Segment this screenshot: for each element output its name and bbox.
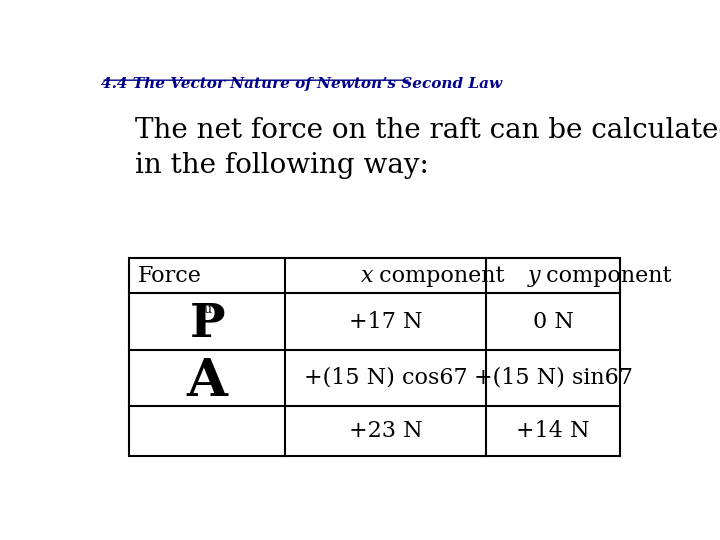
Text: x: x [361,265,373,287]
Text: The net force on the raft can be calculated
in the following way:: The net force on the raft can be calcula… [135,117,720,179]
Text: 0 N: 0 N [533,310,574,333]
Text: +23 N: +23 N [349,420,423,442]
Text: y: y [528,265,541,287]
Text: +(15 N) sin67: +(15 N) sin67 [474,367,633,389]
Text: +17 N: +17 N [349,310,423,333]
Text: Force: Force [138,265,202,287]
Text: component: component [539,265,672,287]
Text: A: A [186,355,228,407]
Bar [129,258,620,456]
Text: +14 N: +14 N [516,420,590,442]
Text: +(15 N) cos67: +(15 N) cos67 [304,367,467,389]
Text: component: component [372,265,504,287]
Text: 4.4 The Vector Nature of Newton’s Second Law: 4.4 The Vector Nature of Newton’s Second… [101,77,503,91]
Text: u: u [203,359,211,372]
Text: P: P [189,301,225,347]
Text: u: u [203,303,211,316]
